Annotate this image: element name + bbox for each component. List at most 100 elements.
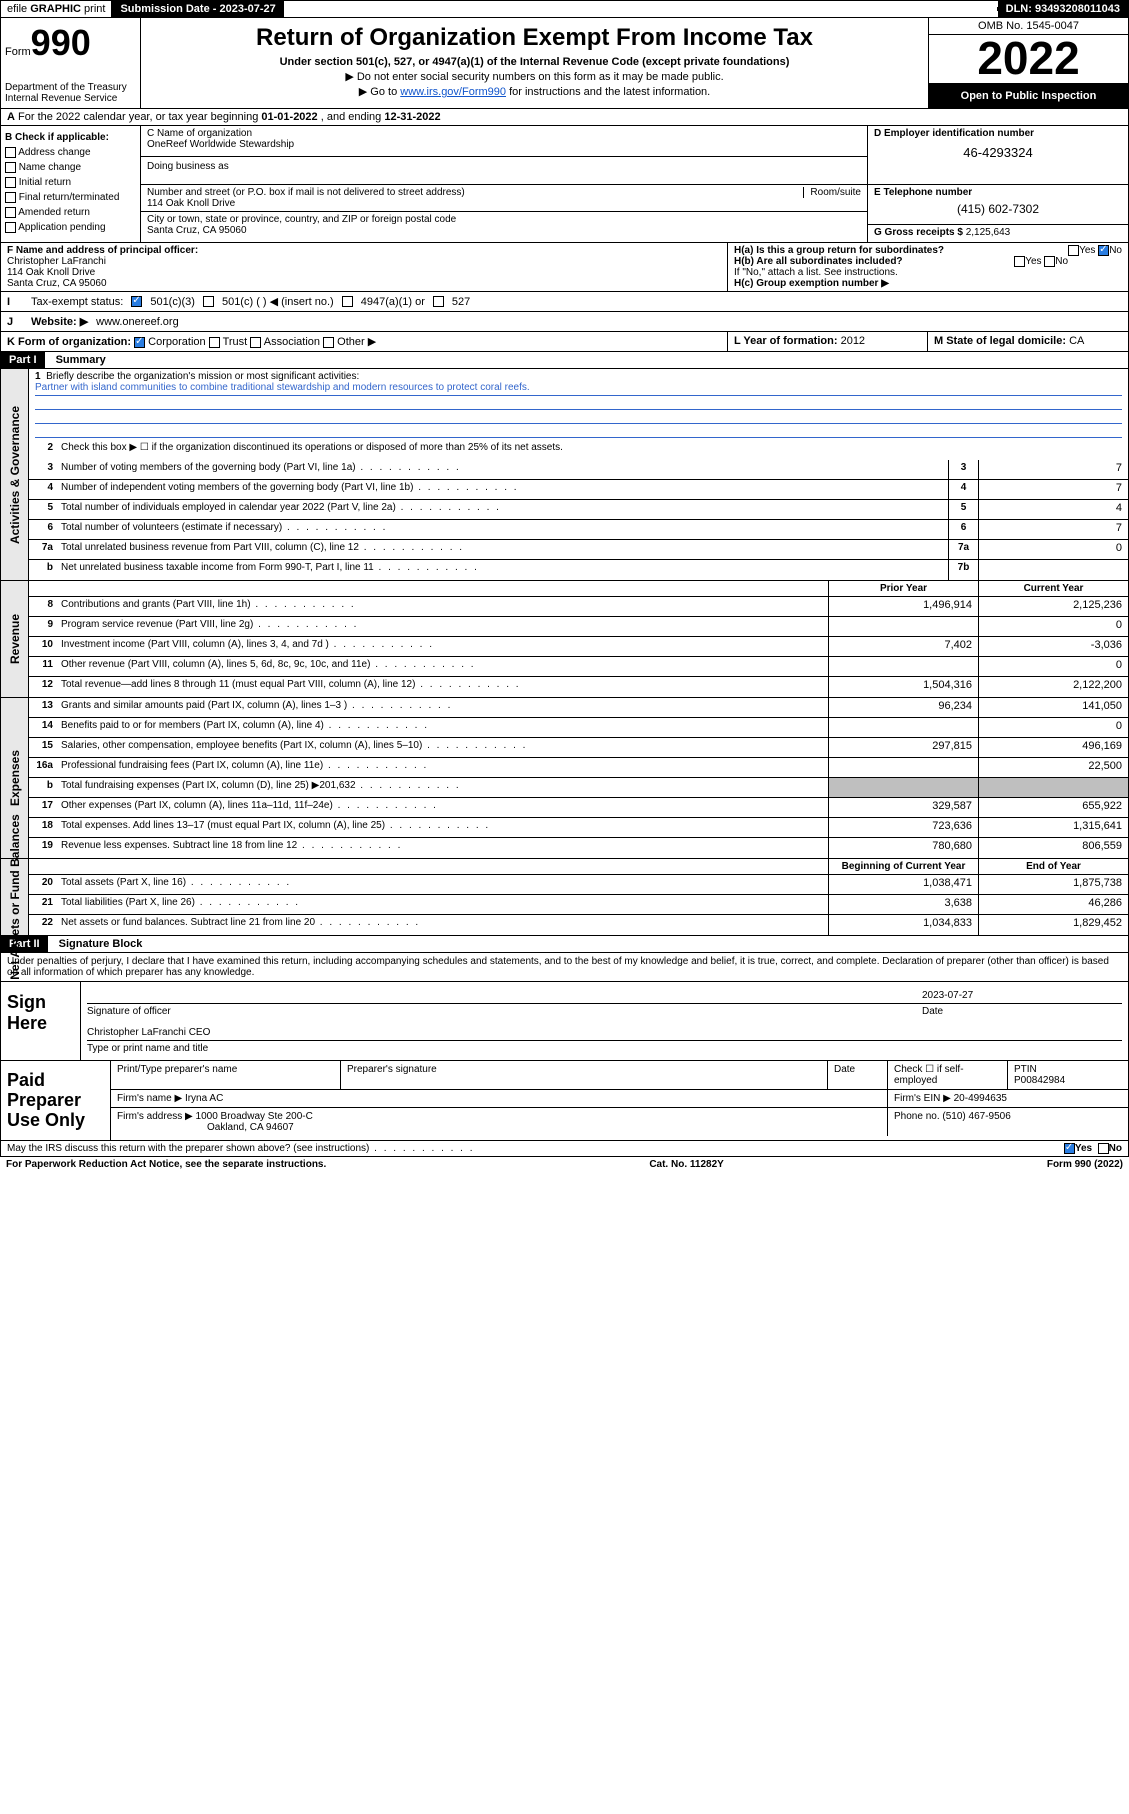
row-i: I Tax-exempt status: 501(c)(3) 501(c) ( …: [0, 292, 1129, 312]
firm-ein: 20-4994635: [954, 1093, 1007, 1104]
line-13: 13 Grants and similar amounts paid (Part…: [29, 698, 1128, 718]
hc-label: H(c) Group exemption number ▶: [734, 278, 889, 289]
street-address: 114 Oak Knoll Drive: [147, 198, 235, 209]
expenses-block: Expenses 13 Grants and similar amounts p…: [0, 698, 1129, 859]
firm-name: Iryna AC: [185, 1093, 223, 1104]
type-name-label: Type or print name and title: [87, 1043, 1122, 1054]
line-20: 20 Total assets (Part X, line 16) 1,038,…: [29, 875, 1128, 895]
netassets-block: Net Assets or Fund Balances Beginning of…: [0, 859, 1129, 936]
gov-line-7a: 7a Total unrelated business revenue from…: [29, 540, 1128, 560]
org-name: OneReef Worldwide Stewardship: [147, 139, 861, 150]
gov-line-3: 3 Number of voting members of the govern…: [29, 460, 1128, 480]
form-number-cell: Form990 Department of the Treasury Inter…: [1, 18, 141, 108]
line-17: 17 Other expenses (Part IX, column (A), …: [29, 798, 1128, 818]
cb-501c[interactable]: [203, 296, 214, 307]
governance-block: Activities & Governance 1 Briefly descri…: [0, 369, 1129, 581]
fh-row: F Name and address of principal officer:…: [0, 243, 1129, 292]
line-22: 22 Net assets or fund balances. Subtract…: [29, 915, 1128, 935]
line-12: 12 Total revenue—add lines 8 through 11 …: [29, 677, 1128, 697]
line-21: 21 Total liabilities (Part X, line 26) 3…: [29, 895, 1128, 915]
org-name-label: C Name of organization: [147, 128, 861, 139]
dln: DLN: 93493208011043: [998, 1, 1128, 17]
tax-year: 2022: [929, 35, 1128, 84]
gov-line-b: b Net unrelated business taxable income …: [29, 560, 1128, 580]
hb-note: If "No," attach a list. See instructions…: [734, 267, 1122, 278]
main-info: B Check if applicable: Address change Na…: [0, 126, 1129, 243]
revenue-header: Prior Year Current Year: [29, 581, 1128, 597]
cb-discuss-yes[interactable]: [1064, 1143, 1075, 1154]
cb-name-change[interactable]: [5, 162, 16, 173]
goto-note: ▶ Go to www.irs.gov/Form990 for instruct…: [149, 85, 920, 98]
cb-initial-return[interactable]: [5, 177, 16, 188]
addr-label: Number and street (or P.O. box if mail i…: [147, 187, 465, 198]
address-cell: Number and street (or P.O. box if mail i…: [141, 185, 868, 242]
cb-discuss-no[interactable]: [1098, 1143, 1109, 1154]
sig-officer-label: Signature of officer: [87, 1006, 922, 1017]
prep-name-hdr: Print/Type preparer's name: [111, 1061, 341, 1089]
begin-year-hdr: Beginning of Current Year: [828, 859, 978, 874]
line-15: 15 Salaries, other compensation, employe…: [29, 738, 1128, 758]
officer-addr1: 114 Oak Knoll Drive: [7, 267, 95, 278]
cb-amended[interactable]: [5, 207, 16, 218]
self-employed: Check ☐ if self-employed: [888, 1061, 1008, 1089]
prior-year-hdr: Prior Year: [828, 581, 978, 596]
cb-trust[interactable]: [209, 337, 220, 348]
telephone-cell: E Telephone number (415) 602-7302 G Gros…: [868, 185, 1128, 242]
cb-assoc[interactable]: [250, 337, 261, 348]
top-bar: efile GRAPHIC print Submission Date - 20…: [0, 0, 1129, 18]
cb-other[interactable]: [323, 337, 334, 348]
efile-label: efile GRAPHIC print: [1, 1, 112, 17]
submission-date-label: Submission Date - 2023-07-27: [112, 1, 283, 17]
col-cde: C Name of organization OneReef Worldwide…: [141, 126, 1128, 242]
cb-ha-no[interactable]: [1098, 245, 1109, 256]
irs-label: Internal Revenue Service: [5, 93, 136, 104]
phone-label: E Telephone number: [874, 187, 972, 198]
org-name-cell: C Name of organization OneReef Worldwide…: [141, 126, 868, 184]
submission-spacer: [284, 7, 998, 11]
efile-prefix: efile: [7, 3, 27, 15]
dept-treasury: Department of the Treasury: [5, 82, 136, 93]
website-value: www.onereef.org: [96, 316, 179, 328]
cb-corp[interactable]: [134, 337, 145, 348]
netassets-header: Beginning of Current Year End of Year: [29, 859, 1128, 875]
cb-final-return[interactable]: [5, 192, 16, 203]
year-formation: 2012: [841, 335, 865, 347]
preparer-block: Paid Preparer Use Only Print/Type prepar…: [0, 1061, 1129, 1141]
cb-527[interactable]: [433, 296, 444, 307]
firm-phone: (510) 467-9506: [942, 1111, 1010, 1122]
revenue-block: Revenue Prior Year Current Year 8 Contri…: [0, 581, 1129, 698]
part2-header: Part II Signature Block: [0, 936, 1129, 953]
revenue-tab: Revenue: [1, 581, 29, 697]
phone-value: (415) 602-7302: [874, 198, 1122, 220]
cb-address-change[interactable]: [5, 147, 16, 158]
netassets-tab: Net Assets or Fund Balances: [1, 859, 29, 935]
form-ref: Form 990 (2022): [1047, 1159, 1123, 1170]
officer-addr2: Santa Cruz, CA 95060: [7, 278, 107, 289]
ein-label: D Employer identification number: [874, 128, 1034, 139]
date-label: Date: [922, 1006, 1122, 1017]
cb-hb-yes[interactable]: [1014, 256, 1025, 267]
cb-ha-yes[interactable]: [1068, 245, 1079, 256]
group-return: H(a) Is this a group return for subordin…: [728, 243, 1128, 291]
cb-app-pending[interactable]: [5, 222, 16, 233]
cb-4947[interactable]: [342, 296, 353, 307]
gov-line-6: 6 Total number of volunteers (estimate i…: [29, 520, 1128, 540]
gov-line-4: 4 Number of independent voting members o…: [29, 480, 1128, 500]
perjury-declaration: Under penalties of perjury, I declare th…: [1, 953, 1128, 982]
part1-header: Part I Summary: [0, 352, 1129, 369]
efile-print[interactable]: print: [84, 3, 105, 15]
room-label: Room/suite: [803, 187, 861, 198]
officer-signed-name: Christopher LaFranchi CEO: [87, 1027, 210, 1038]
discuss-row: May the IRS discuss this return with the…: [0, 1141, 1129, 1157]
cb-501c3[interactable]: [131, 296, 142, 307]
cat-no: Cat. No. 11282Y: [649, 1159, 723, 1170]
sign-date: 2023-07-27: [922, 990, 1122, 1001]
current-year-hdr: Current Year: [978, 581, 1128, 596]
line-10: 10 Investment income (Part VIII, column …: [29, 637, 1128, 657]
line-16a: 16a Professional fundraising fees (Part …: [29, 758, 1128, 778]
cb-hb-no[interactable]: [1044, 256, 1055, 267]
line-2: Check this box ▶ ☐ if the organization d…: [57, 440, 1128, 460]
irs-link[interactable]: www.irs.gov/Form990: [400, 86, 506, 98]
ein-value: 46-4293324: [874, 139, 1122, 160]
ssn-note: ▶ Do not enter social security numbers o…: [149, 70, 920, 83]
